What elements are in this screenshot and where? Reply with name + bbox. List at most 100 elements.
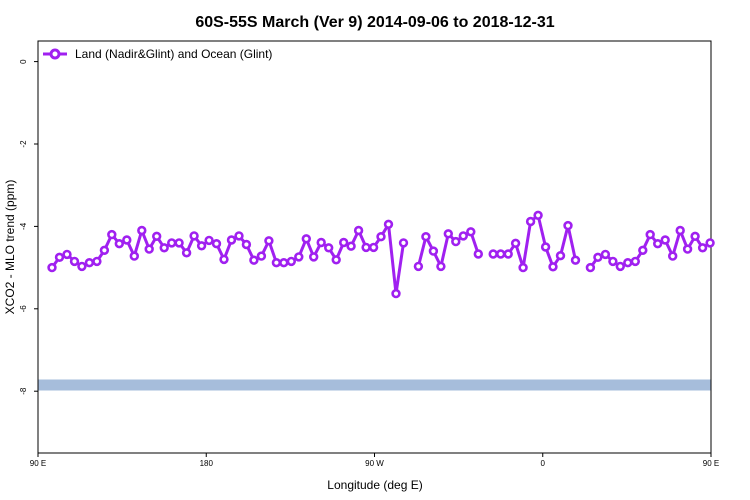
- data-point: [638, 245, 648, 256]
- data-point: [167, 238, 177, 248]
- data-point: [122, 235, 132, 245]
- data-point: [271, 258, 282, 268]
- y-tick-label: -2: [19, 140, 28, 148]
- data-point: [652, 239, 663, 249]
- x-tick-label: 0: [541, 459, 546, 468]
- data-point: [256, 251, 267, 261]
- series-layer: [47, 210, 715, 299]
- data-point: [129, 251, 140, 261]
- data-point: [249, 255, 259, 265]
- x-axis: 90 E 180 90 W 0 90 E: [30, 453, 719, 468]
- data-point: [518, 262, 528, 273]
- data-point: [615, 261, 625, 272]
- data-point: [533, 210, 543, 221]
- data-point: [645, 229, 655, 240]
- data-point: [436, 261, 446, 272]
- data-point: [92, 256, 102, 267]
- data-point: [496, 249, 506, 259]
- data-point: [241, 239, 252, 250]
- data-point: [623, 258, 633, 268]
- data-point: [398, 238, 409, 248]
- y-tick-label: -8: [19, 387, 28, 395]
- y-tick-label: -6: [19, 305, 28, 313]
- data-point: [77, 261, 87, 272]
- data-point: [660, 235, 670, 245]
- data-point: [368, 242, 379, 253]
- data-point: [376, 232, 386, 242]
- data-point: [219, 254, 229, 265]
- data-point: [316, 237, 326, 248]
- data-point: [705, 238, 715, 248]
- y-axis: 0 -2 -4 -6 -8: [19, 59, 38, 395]
- data-point: [294, 252, 304, 262]
- data-point: [428, 246, 439, 256]
- legend: Land (Nadir&Glint) and Ocean (Glint): [43, 47, 272, 61]
- data-point: [682, 244, 693, 254]
- x-tick-label: 180: [200, 459, 214, 468]
- data-point: [503, 249, 513, 259]
- data-point: [413, 261, 424, 272]
- data-point: [458, 231, 468, 241]
- data-point: [339, 237, 349, 248]
- data-point: [196, 241, 207, 251]
- data-point: [181, 248, 192, 258]
- data-point: [600, 249, 611, 260]
- x-tick-label: 90 W: [365, 459, 384, 468]
- data-point: [466, 227, 476, 237]
- data-point: [525, 216, 536, 227]
- data-point: [279, 258, 289, 268]
- data-point: [324, 243, 334, 253]
- data-point: [84, 258, 95, 268]
- x-tick-label: 90 E: [30, 459, 46, 468]
- legend-label: Land (Nadir&Glint) and Ocean (Glint): [75, 47, 272, 61]
- y-axis-label: XCO2 - MLO trend (ppm): [3, 180, 17, 315]
- y-tick-label: 0: [19, 59, 28, 64]
- data-point: [226, 235, 237, 245]
- data-point: [391, 288, 401, 299]
- data-point: [540, 242, 551, 252]
- data-point: [159, 243, 169, 253]
- data-point: [473, 249, 483, 259]
- data-point: [353, 225, 364, 236]
- data-point: [107, 229, 117, 240]
- data-point: [593, 252, 603, 262]
- data-point: [421, 232, 431, 242]
- data-point: [286, 256, 296, 267]
- data-point: [608, 256, 618, 267]
- data-point: [690, 231, 700, 242]
- data-point: [570, 255, 581, 265]
- data-point: [144, 244, 154, 254]
- data-point: [99, 245, 110, 256]
- chart-title: 60S-55S March (Ver 9) 2014-09-06 to 2018…: [195, 14, 554, 31]
- y-tick-label: -4: [19, 222, 28, 230]
- data-point: [361, 242, 371, 253]
- data-point: [488, 249, 498, 259]
- data-point: [510, 238, 521, 249]
- data-point: [62, 249, 72, 260]
- data-point: [174, 238, 184, 248]
- data-point: [585, 262, 596, 273]
- data-point: [675, 225, 685, 236]
- data-point: [301, 234, 311, 244]
- data-point: [563, 220, 573, 231]
- data-point: [204, 235, 214, 246]
- data-point: [69, 256, 80, 267]
- data-point: [383, 219, 394, 230]
- data-point: [697, 243, 708, 253]
- data-point: [211, 239, 222, 249]
- data-point: [54, 252, 65, 262]
- data-point: [630, 256, 640, 267]
- data-point: [152, 231, 162, 242]
- data-point: [309, 252, 319, 262]
- data-point: [114, 239, 125, 249]
- data-point: [137, 225, 147, 236]
- x-axis-label: Longitude (deg E): [327, 478, 422, 492]
- x-tick-label: 90 E: [703, 459, 719, 468]
- data-point: [189, 231, 199, 241]
- legend-marker: [49, 48, 61, 60]
- data-point: [264, 236, 274, 246]
- data-point: [443, 229, 453, 239]
- data-point: [346, 241, 356, 251]
- data-point: [331, 255, 341, 265]
